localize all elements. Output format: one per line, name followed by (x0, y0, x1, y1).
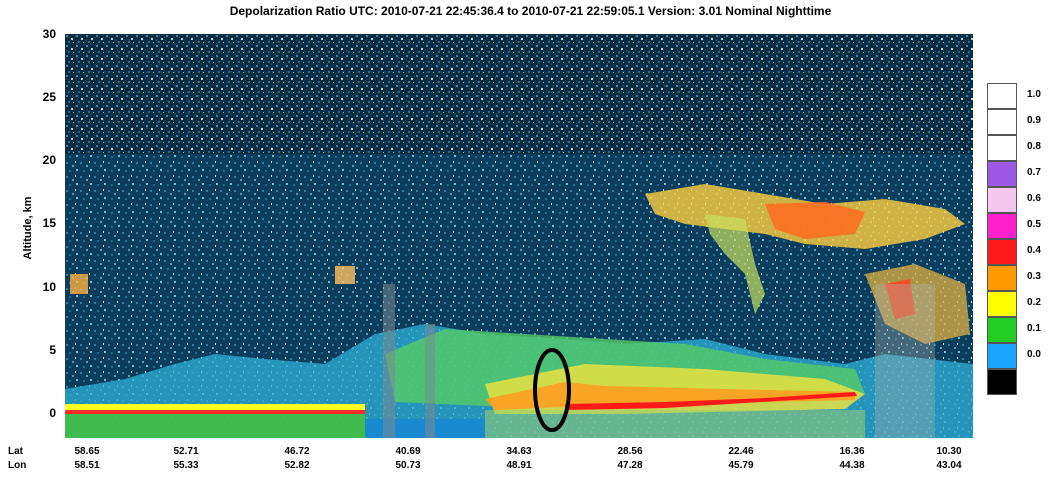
y-tick-25: 25 (42, 90, 56, 105)
colorbar-label-0.3: 0.3 (1027, 271, 1041, 282)
colorbar-swatch-4 (987, 187, 1017, 213)
colorbar-label-0.7: 0.7 (1027, 167, 1041, 178)
left-plume-2 (335, 266, 355, 284)
colorbar-label-0.0: 0.0 (1027, 349, 1041, 360)
x-tick-lat-5: 28.56 (617, 446, 643, 457)
highlight-ellipse (533, 348, 571, 432)
colorbar-swatch-5 (987, 213, 1017, 239)
colorbar-label-0.9: 0.9 (1027, 115, 1041, 126)
y-tick-30: 30 (42, 27, 56, 41)
cloud-fallstreak (705, 214, 765, 314)
colorbar-label-0.5: 0.5 (1027, 219, 1041, 230)
colorbar-label-1.0: 1.0 (1027, 89, 1041, 100)
upper-noise-band (65, 34, 973, 154)
x-tick-lon-6: 45.79 (728, 460, 754, 471)
x-row-label-lon: Lon (8, 460, 27, 471)
x-tick-lon-8: 43.04 (936, 460, 962, 471)
x-tick-lat-2: 46.72 (284, 446, 310, 457)
y-tick-5: 5 (49, 342, 56, 357)
noise-column-1 (383, 284, 395, 438)
colorbar-swatch-9 (987, 317, 1017, 343)
y-tick-0: 0 (49, 405, 56, 420)
colorbar-label-0.4: 0.4 (1027, 245, 1041, 256)
x-tick-lat-4: 34.63 (506, 446, 532, 457)
left-plume-1 (70, 274, 88, 294)
y-tick-20: 20 (42, 153, 56, 168)
surface-red-line (65, 410, 365, 414)
colorbar-swatch-3 (987, 161, 1017, 187)
x-tick-lat-6: 22.46 (728, 446, 754, 457)
colorbar-swatch-1 (987, 109, 1017, 135)
x-tick-lat-1: 52.71 (173, 446, 199, 457)
chart-title: Depolarization Ratio UTC: 2010-07-21 22:… (229, 4, 832, 18)
surface-mixed-band (485, 410, 865, 438)
x-tick-lat-3: 40.69 (395, 446, 421, 457)
x-tick-lat-8: 10.30 (936, 446, 962, 457)
colorbar-label-0.2: 0.2 (1027, 297, 1041, 308)
x-tick-lon-7: 44.38 (839, 460, 865, 471)
x-tick-lon-2: 52.82 (284, 460, 310, 471)
colorbar-swatch-0 (987, 83, 1017, 109)
red-surface-line (565, 392, 857, 410)
noise-column-2 (425, 324, 435, 438)
colorbar-swatch-8 (987, 291, 1017, 317)
y-tick-15: 15 (42, 216, 56, 231)
upper-cloud-orange (765, 202, 865, 239)
right-cloud-core (885, 279, 915, 319)
x-tick-lon-3: 50.73 (395, 460, 421, 471)
x-row-label-lat: Lat (8, 446, 23, 457)
x-tick-lon-4: 48.91 (506, 460, 532, 471)
orange-aerosol-layer (485, 382, 855, 410)
aerosol-cloud-features (65, 184, 973, 438)
colorbar-swatch-10 (987, 343, 1017, 369)
y-tick-10: 10 (42, 279, 56, 294)
x-tick-lon-5: 47.28 (617, 460, 643, 471)
colorbar-label-0.8: 0.8 (1027, 141, 1041, 152)
colorbar (987, 83, 1017, 395)
x-tick-lat-7: 16.36 (839, 446, 865, 457)
colorbar-swatch-11 (987, 369, 1017, 395)
x-tick-lon-1: 55.33 (173, 460, 199, 471)
colorbar-swatch-7 (987, 265, 1017, 291)
colorbar-swatch-2 (987, 135, 1017, 161)
surface-yellow-band (65, 404, 365, 414)
colorbar-label-0.6: 0.6 (1027, 193, 1041, 204)
x-tick-lat-0: 58.65 (74, 446, 100, 457)
noise-column-3 (875, 284, 935, 438)
plot-area (65, 34, 973, 438)
colorbar-label-0.1: 0.1 (1027, 323, 1041, 334)
x-tick-lon-0: 58.51 (74, 460, 100, 471)
surface-green-band (65, 414, 365, 438)
colorbar-swatch-6 (987, 239, 1017, 265)
lidar-curtain-plot (65, 34, 973, 438)
